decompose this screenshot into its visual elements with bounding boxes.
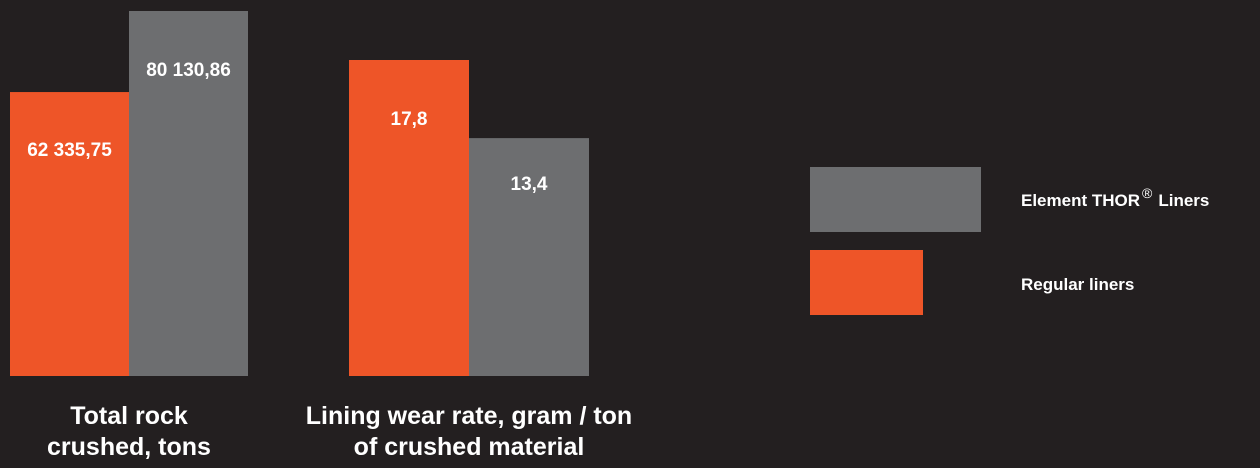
bar-value-label: 17,8 — [391, 109, 428, 130]
bar-regular-group-1 — [10, 92, 129, 376]
registered-mark: ® — [1142, 185, 1153, 201]
category-label-line: Lining wear rate, gram / ton — [306, 402, 632, 430]
legend: Element THOR ® Liners Regular liners — [810, 167, 1209, 315]
legend-label-thor: Element THOR ® Liners — [1021, 185, 1209, 210]
category-label-line: of crushed material — [354, 433, 585, 461]
legend-label-main: Element THOR — [1021, 191, 1140, 210]
legend-label-tail: Liners — [1158, 191, 1209, 210]
bar-thor-group-1 — [129, 11, 248, 376]
category-label-line: crushed, tons — [47, 433, 211, 461]
legend-swatch-thor — [810, 167, 981, 232]
bar-value-label: 80 130,86 — [146, 60, 231, 81]
bars-layer — [10, 11, 589, 376]
bar-value-label: 62 335,75 — [27, 140, 112, 161]
labels-layer: 62 335,75 80 130,86 Total rock crushed, ton… — [27, 60, 632, 461]
legend-swatch-regular — [810, 250, 923, 315]
bar-regular-group-2 — [349, 60, 469, 376]
category-label-line: Total rock — [70, 402, 188, 430]
legend-label-main: Regular liners — [1021, 275, 1134, 294]
bar-value-label: 13,4 — [511, 174, 548, 195]
bar-thor-group-2 — [469, 138, 589, 376]
legend-label-regular: Regular liners — [1021, 275, 1134, 294]
